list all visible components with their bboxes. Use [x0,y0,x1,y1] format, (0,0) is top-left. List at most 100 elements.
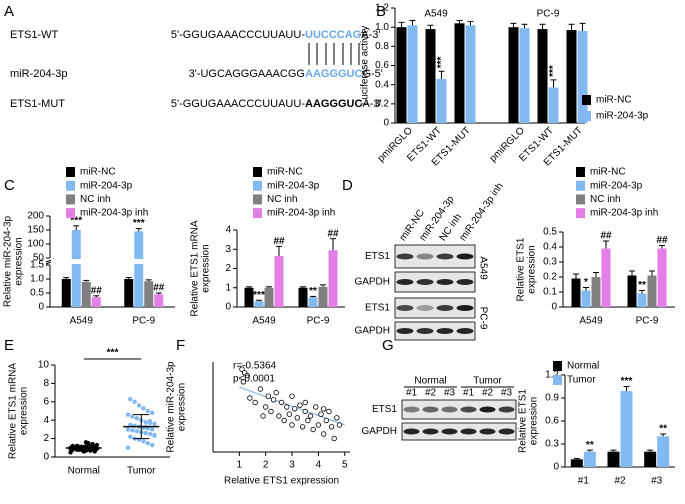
legend-swatch [66,180,75,191]
x-tick-label: PC-9 [636,316,659,327]
y-tick-label: 0.3 [545,439,559,450]
dot [152,432,157,438]
panel-label: D [342,177,353,194]
y-tick-label: 4 [225,225,231,236]
x-tick-label: #2 [614,476,626,487]
legend-label: Normal [567,361,599,372]
significance: *** [133,218,145,229]
seq-text: AAGGGUCG-5' [305,68,383,80]
dot [134,416,140,421]
dot [125,412,131,417]
point [278,399,285,406]
seq-text: UUCCCAGA-3' [305,29,380,41]
legend-swatch [253,208,262,219]
seq-part: G-5' [362,68,382,80]
point [318,411,324,417]
bar [298,287,308,307]
legend-label: miR-204-3p [267,180,320,191]
pairing-lines [308,43,360,65]
blot-band [498,428,515,435]
y-axis-label: Relative miR-204-3p [3,215,14,307]
dot [141,439,146,444]
y-tick-label: 0.5 [543,227,557,238]
bar [581,290,591,307]
panel-label: F [176,337,185,354]
blot-band [479,406,496,413]
significance: ** [586,440,594,451]
x-tick-label: Tumor [127,466,156,477]
point [313,404,319,410]
point [260,413,266,419]
x-tick-label: PC-9 [307,316,330,327]
bar [396,27,407,124]
point [239,366,245,372]
legend-label: Tumor [567,375,596,386]
x-tick-label: 3 [289,460,295,471]
blot-frame [394,271,476,293]
legend-label: NC inh [267,194,298,205]
y-tick-label: 0.6 [375,60,389,71]
bar [154,294,164,307]
dot [130,428,135,433]
point [265,393,272,399]
blot-band [436,279,454,285]
significance: ** [638,280,646,291]
point [334,415,340,421]
annotation: r=-0.5364 [233,361,277,372]
y-tick-label: 0.5 [30,288,44,299]
lane-label: #1 [463,388,475,399]
blot-row-label: ETS1 [365,251,390,262]
y-tick-label: 10 [38,360,50,371]
break-gap [51,259,176,264]
blot-band [396,279,414,285]
bar [620,391,633,467]
bar [425,29,436,123]
bar [508,27,519,124]
dot [152,421,157,427]
bar [583,451,596,467]
y-tick-label: 1.2 [545,370,559,381]
bar [548,87,559,123]
legend-label: NC inh [80,194,111,205]
bar [571,278,581,307]
x-tick-label: #3 [651,476,663,487]
lane-label: #3 [444,388,456,399]
y-axis-label: expression [529,397,540,445]
significance: ** [659,424,667,435]
dot [143,430,148,436]
bar [124,279,134,307]
point [244,372,250,379]
lane-label: #2 [425,388,437,399]
blot-row-label: GAPDH [361,426,397,437]
point [302,399,308,406]
legend-swatch [576,194,585,205]
seq-mutant: AAGGGUC [305,98,363,110]
y-tick-label: 1.0 [375,22,389,33]
significance: ## [273,236,285,247]
bar [607,451,620,467]
point [323,417,329,424]
legend-label: miR-NC [596,95,632,106]
seq-part: 5'-GGUGAAACCCUUAUU- [171,29,305,41]
point [299,424,306,430]
blot-band [422,428,439,435]
blot-band [456,253,474,260]
bar [577,31,588,123]
legend-swatch [582,95,591,105]
y-tick-label: 3 [225,244,231,255]
y-tick-label: 50 [33,253,45,264]
dot [136,437,142,442]
blot-band [456,328,474,334]
blot-band [460,428,477,435]
legend-label: miR-204-3p inh [267,208,335,219]
panel-label: C [4,177,15,194]
seq-label: ETS1-MUT [10,98,65,110]
legend-swatch [253,180,262,191]
point [281,417,287,424]
y-tick-label: 0.8 [375,41,389,52]
y-tick-label: 0.1 [543,287,557,298]
dot [145,408,151,414]
blot-band [416,328,434,334]
legend-swatch [576,180,585,191]
point [289,393,295,399]
